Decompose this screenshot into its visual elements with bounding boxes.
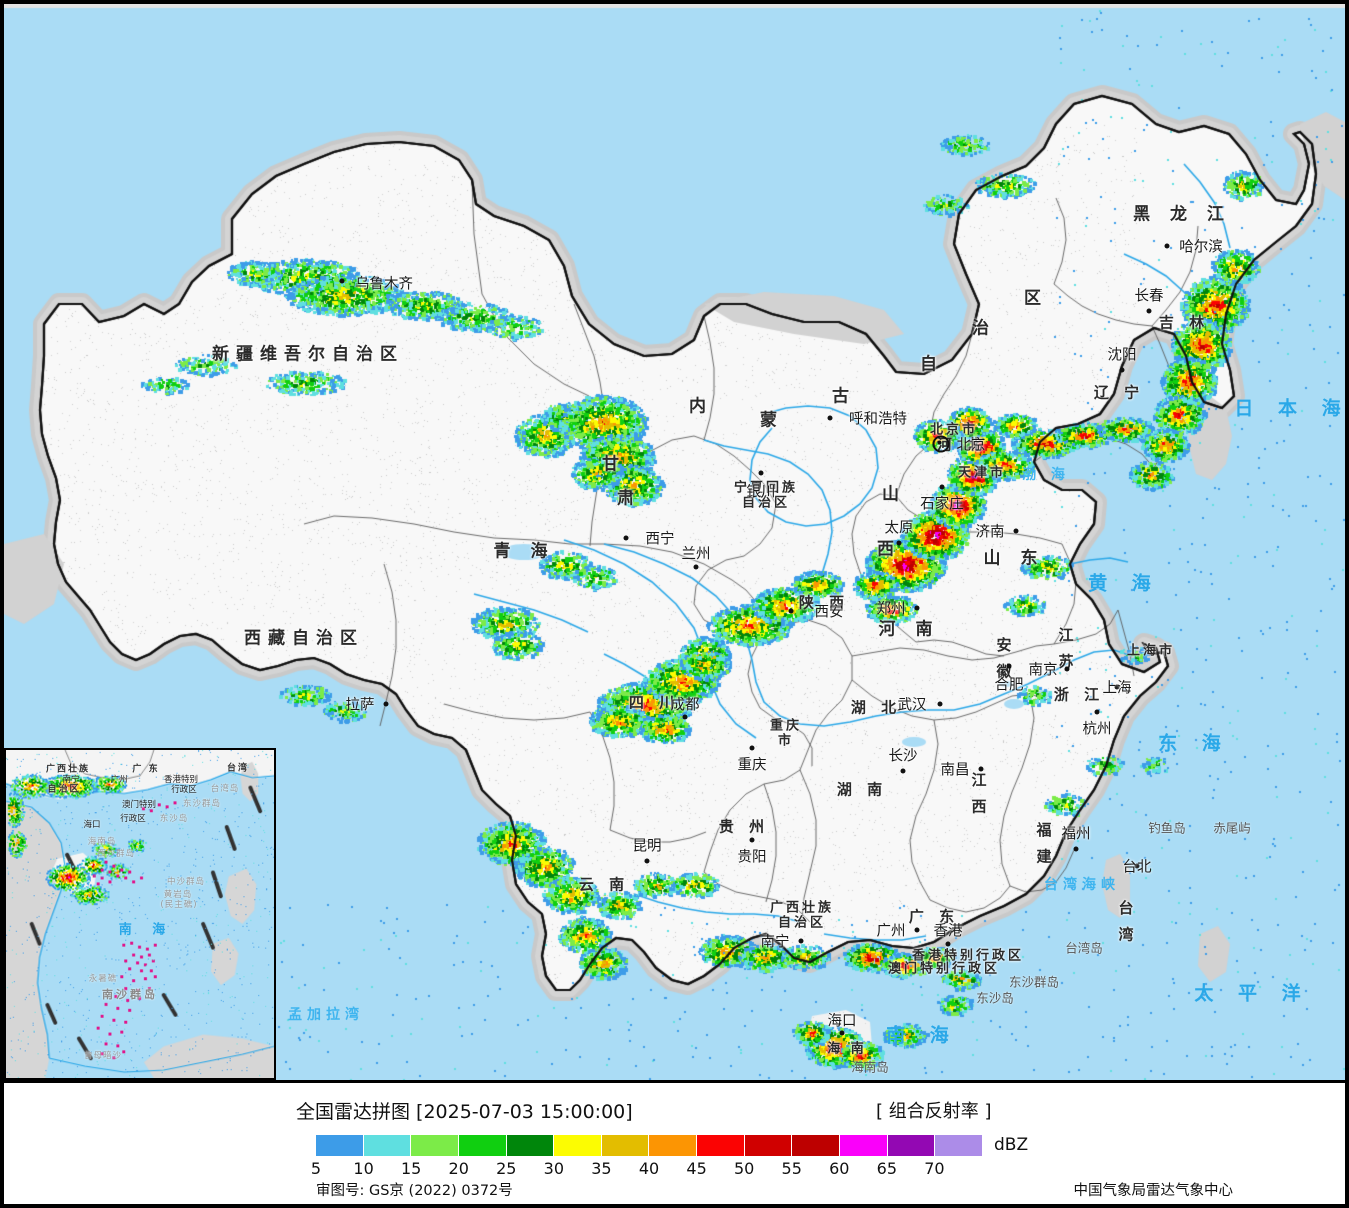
colorbar-bin-20 [458, 1135, 507, 1156]
colorbar-tick-20: 20 [448, 1159, 469, 1178]
colorbar-bin-55 [792, 1135, 841, 1156]
colorbar-tick-25: 25 [496, 1159, 517, 1178]
colorbar-tick-15: 15 [400, 1159, 422, 1178]
colorbar-bin-10 [363, 1135, 412, 1156]
south-china-sea-inset[interactable]: 广西壮族 自治区广 东南宁 广州 香港特别 行政区 澳门特别 行政区 台湾 台湾岛 东沙群岛 东沙岛… [4, 748, 276, 1080]
colorbar-bin-40 [649, 1135, 698, 1156]
colorbar-tick-45: 45 [686, 1159, 707, 1178]
colorbar-bin-45 [697, 1135, 745, 1156]
title-row: 全国雷达拼图 [2025-07-03 15:00:00] [ 组合反射率 ] [4, 1097, 1345, 1123]
colorbar-tick-5: 5 [310, 1159, 322, 1178]
inset-echo-canvas [6, 750, 274, 1078]
colorbar-bin-65 [887, 1135, 936, 1156]
colorbar-wrapper: 5 10 15 20 25 30 35 40 45 50 55 60 65 70 [311, 1135, 982, 1181]
colorbar-bin-30 [554, 1135, 602, 1156]
colorbar-bin-35 [601, 1135, 650, 1156]
colorbar-tick-30: 30 [543, 1159, 565, 1178]
colorbar-tick-60: 60 [829, 1159, 850, 1178]
colorbar-bin-25 [506, 1135, 555, 1156]
dbz-colorbar[interactable] [316, 1135, 982, 1156]
product-type-label: [ 组合反射率 ] [876, 1101, 992, 1122]
colorbar-bin-15 [411, 1135, 459, 1156]
legend-footer: 全国雷达拼图 [2025-07-03 15:00:00] [ 组合反射率 ] 5… [4, 1080, 1345, 1204]
colorbar-bin-50 [744, 1135, 793, 1156]
dbz-unit-label: dBZ [994, 1135, 1029, 1155]
colorbar-bin-70 [935, 1135, 982, 1156]
source-org: 中国气象局雷达气象中心 [1073, 1183, 1234, 1199]
page-title: 全国雷达拼图 [2025-07-03 15:00:00] [296, 1101, 633, 1123]
colorbar-tick-65: 65 [876, 1159, 898, 1178]
colorbar-tick-labels: 5 10 15 20 25 30 35 40 45 50 55 60 65 70 [311, 1159, 982, 1181]
approval-number: 审图号: GS京 (2022) 0372号 [316, 1183, 513, 1199]
colorbar-bin-5 [316, 1135, 364, 1156]
colorbar-tick-40: 40 [638, 1159, 660, 1178]
colorbar-tick-50: 50 [733, 1159, 755, 1178]
colorbar-tick-35: 35 [591, 1159, 612, 1178]
colorbar-tick-70: 70 [924, 1159, 945, 1178]
colorbar-tick-55: 55 [781, 1159, 802, 1178]
colorbar-bin-60 [840, 1135, 888, 1156]
colorbar-tick-10: 10 [353, 1159, 374, 1178]
